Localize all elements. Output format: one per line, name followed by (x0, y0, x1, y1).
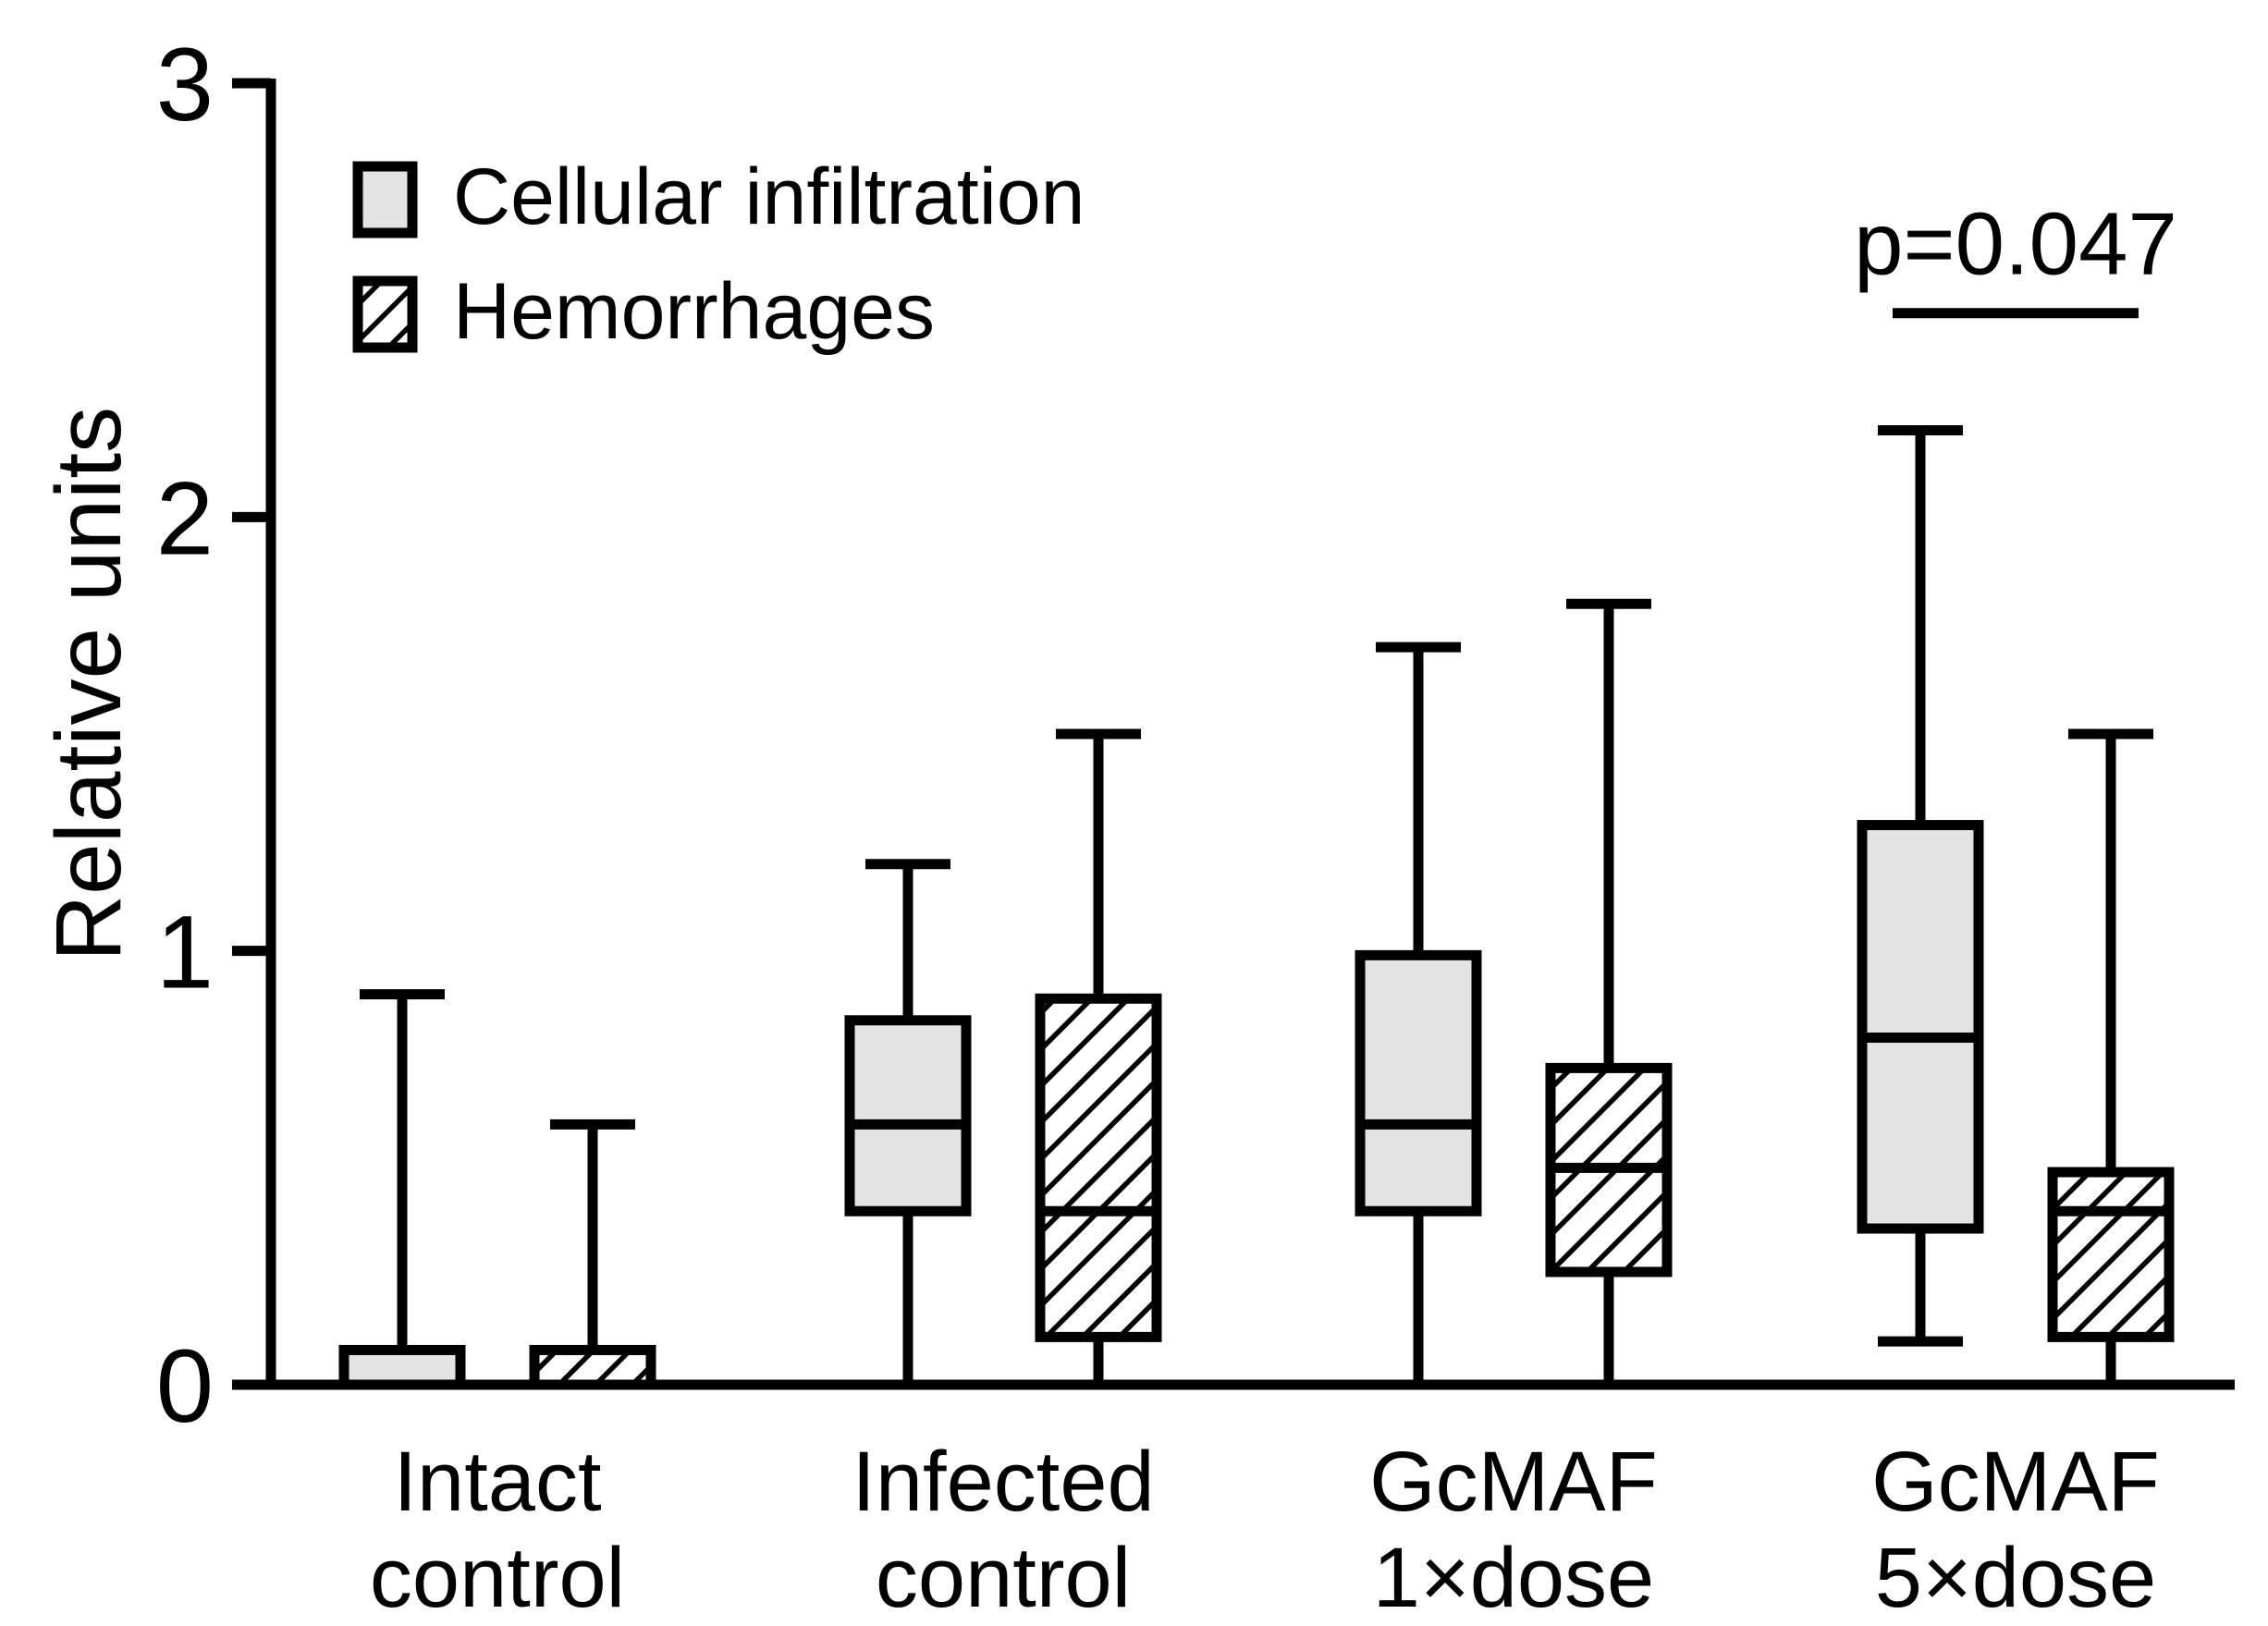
y-tick-label: 0 (156, 1328, 214, 1444)
box-iqr (338, 1344, 466, 1390)
box-cellular-infiltration-group-4 (1857, 424, 1984, 1347)
x-tick-label: GcMAF (1369, 1435, 1658, 1529)
legend: Cellular infiltration Hemorrhages (352, 153, 1085, 356)
legend-swatch-solid (352, 161, 418, 238)
significance-label: p=0.047 (1854, 195, 2177, 294)
box-iqr (844, 1015, 972, 1216)
plot-area (338, 424, 2175, 1390)
box-hemorrhages-group-2 (1035, 728, 1162, 1385)
box-cellular-infiltration-group-2 (844, 859, 972, 1385)
box-cellular-infiltration-group-1 (338, 989, 466, 1390)
x-tick-label: 5×dose (1875, 1531, 2156, 1625)
box-iqr (1857, 820, 1984, 1234)
legend-swatch-hatched (352, 275, 418, 353)
y-tick-label: 1 (156, 895, 214, 1010)
x-tick-label: GcMAF (1871, 1435, 2160, 1529)
box-hemorrhages-group-3 (1545, 598, 1673, 1385)
x-tick-label: 1×dose (1373, 1531, 1654, 1625)
x-tick-label: control (876, 1531, 1131, 1625)
y-axis-label: Relative units (37, 407, 141, 961)
axes: 0123IntactcontrolInfectedcontrolGcMAF1×d… (156, 27, 2235, 1625)
box-iqr (1355, 949, 1482, 1216)
box-hemorrhages-group-4 (2047, 728, 2175, 1385)
y-tick-label: 3 (156, 27, 214, 142)
box-hemorrhages-group-1 (529, 1119, 656, 1390)
legend-label-cellular-infiltration: Cellular infiltration (453, 153, 1085, 241)
legend-label-hemorrhages: Hemorrhages (453, 267, 935, 356)
box-iqr (2047, 1167, 2175, 1342)
y-tick-label: 2 (156, 460, 214, 576)
x-tick-label: control (370, 1531, 625, 1625)
x-tick-label: Infected (852, 1435, 1154, 1529)
legend-item-cellular-infiltration: Cellular infiltration (352, 153, 1085, 241)
box-iqr (529, 1344, 656, 1390)
legend-item-hemorrhages: Hemorrhages (352, 267, 935, 356)
box-cellular-infiltration-group-3 (1355, 642, 1482, 1385)
x-tick-label: Intact (393, 1435, 601, 1529)
box-iqr (1035, 993, 1162, 1342)
